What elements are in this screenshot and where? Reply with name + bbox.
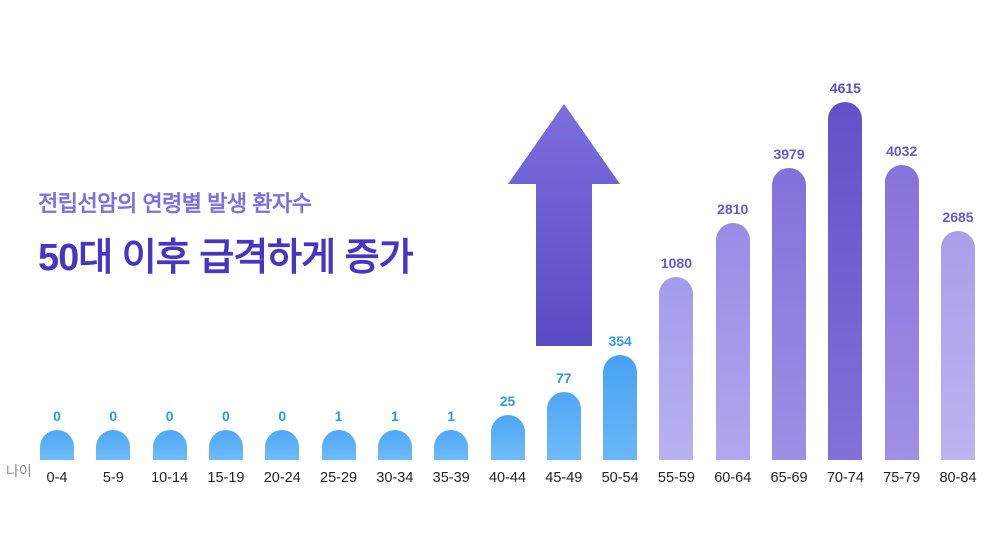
bar-column: 1080 55-59 [648,256,704,486]
bar-value-label: 354 [608,332,632,349]
x-axis-tick-label: 5-9 [102,469,124,486]
x-axis-tick-label: 80-84 [939,469,977,486]
bar-value-label: 25 [499,392,516,409]
x-axis-tick-label: 30-34 [376,469,414,486]
bar [603,354,638,460]
bar [941,230,975,460]
bar-column: 354 50-54 [592,334,648,486]
x-axis-tick-label: 0-4 [46,469,68,486]
x-axis-tick-label: 45-49 [545,469,583,486]
bar-value-label: 3979 [773,145,805,162]
bar-column: 3979 65-69 [761,147,817,486]
bar [828,101,863,460]
x-axis-label: 나이 [6,463,32,479]
chart-title: 50대 이후 급격하게 증가 [38,237,414,279]
bar-value-label: 0 [53,407,61,424]
bar [772,167,807,460]
bar [152,429,187,460]
x-axis-tick-label: 65-69 [770,469,808,486]
bar-chart: 0 0-4 0 5-9 0 10-14 0 15-19 0 20-24 1 25-29 1 30-34 1 3… [29,81,986,486]
bar-value-label: 0 [222,407,230,424]
bar-value-label: 4032 [886,142,918,159]
bar [434,429,469,460]
bar-column: 4032 75-79 [874,144,930,486]
bar-column: 1 25-29 [311,409,367,486]
bar [96,429,131,460]
up-arrow-icon [508,104,620,346]
bar-column: 1 35-39 [423,409,479,486]
bar-column: 25 40-44 [480,394,536,486]
bar-column: 0 10-14 [142,409,198,486]
chart-header: 전립선암의 연령별 발생 환자수 50대 이후 급격하게 증가 [38,186,414,281]
x-axis-tick-label: 70-74 [826,469,864,486]
x-axis-tick-label: 20-24 [263,469,301,486]
bar [715,222,750,460]
bar-column: 0 5-9 [85,409,141,486]
bar-value-label: 2685 [942,208,974,225]
x-axis-tick-label: 55-59 [657,469,695,486]
x-axis-tick-label: 10-14 [151,469,189,486]
x-axis-tick-label: 15-19 [207,469,245,486]
bar [265,429,300,460]
bar [884,164,919,460]
bar-column: 2685 80-84 [930,210,986,486]
bar-column: 4615 70-74 [817,81,873,486]
x-axis-tick-label: 60-64 [714,469,752,486]
bar-value-label: 77 [556,369,572,386]
bar-column: 2810 60-64 [705,202,761,486]
bar-column: 77 45-49 [536,371,592,486]
bar [659,276,694,460]
bar [208,429,243,460]
bar-value-label: 1 [334,407,343,424]
bar-column: 0 0-4 [29,409,85,486]
bar-value-label: 1 [390,407,399,424]
x-axis-tick-label: 25-29 [320,469,358,486]
bar-value-label: 0 [109,407,118,424]
x-axis-tick-label: 50-54 [601,469,639,486]
bar-value-label: 0 [278,407,287,424]
bar-column: 0 20-24 [254,409,310,486]
bar-column: 1 30-34 [367,409,423,486]
x-axis-tick-label: 75-79 [883,469,921,486]
chart-subtitle: 전립선암의 연령별 발생 환자수 [38,191,312,216]
bar-value-label: 1 [447,407,456,424]
bar [490,414,525,460]
bar [377,429,412,460]
bar [40,429,74,460]
x-axis-tick-label: 35-39 [432,469,470,486]
bar-value-label: 4615 [829,79,861,96]
bar [546,391,581,460]
bar-value-label: 2810 [717,200,749,217]
bar-value-label: 0 [165,407,174,424]
bar-value-label: 1080 [660,254,693,271]
x-axis-tick-label: 40-44 [488,469,527,486]
bar [321,429,356,460]
bar-column: 0 15-19 [198,409,254,486]
